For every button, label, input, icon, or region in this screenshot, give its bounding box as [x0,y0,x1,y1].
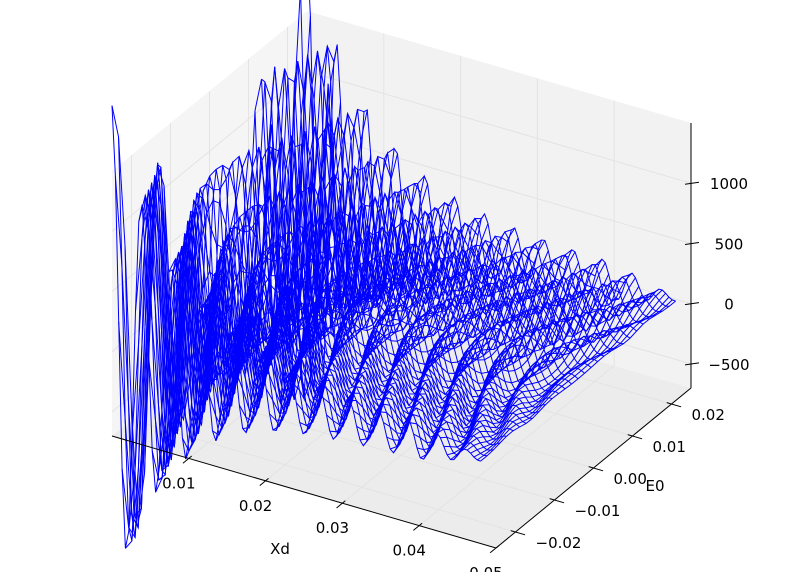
wire-line-y [473,296,670,458]
wire-line-y [420,289,616,459]
z-gridline [111,130,692,292]
wire-line-y [275,230,472,431]
wire-line-y [446,294,643,456]
y-tick [549,498,565,504]
wire-line-y [477,299,673,461]
wire-line-y [356,266,553,433]
x-tick [489,545,500,554]
x-axis-label: Xd [270,540,290,558]
y-tick-label: 0.01 [653,438,686,456]
z-tick [684,362,700,366]
z-tick [684,181,700,185]
wire-line-y [393,275,589,454]
wire-line-y [362,266,559,447]
x-tick [259,478,269,486]
y-tick [627,434,643,440]
wire-line-y [332,256,529,440]
wire-line-y [329,259,526,433]
wire-line-y [242,218,439,430]
wire-line-y [141,44,338,467]
y-axis-label: E0 [645,477,664,495]
y-tick [588,466,604,472]
wire-line-y [175,154,372,439]
wire-line-y [299,248,496,426]
wire-line-y [386,276,583,441]
z-tick [684,241,700,245]
x-tick-label: 0.02 [239,497,272,515]
wire-line-y [151,126,348,481]
z-tick-label: −500 [708,356,749,374]
wire-line-y [413,273,610,444]
wire-line-y [168,108,365,427]
wire-line-y [390,280,586,450]
tick-marks [182,181,700,554]
y-tick-label: −0.02 [536,534,582,552]
wire-line-y [433,274,629,436]
wire-line-y [423,286,619,460]
y-tick-label: 0.02 [692,406,725,424]
y-tick-label: 0.00 [614,470,647,488]
x-tick-label: 0.03 [316,519,349,537]
wire-line-y [302,246,499,435]
y-tick [666,402,682,408]
y-tick-label: −0.01 [575,502,621,520]
wire-line-y [212,195,408,436]
x-tick [182,455,193,464]
wire-line-y [181,167,378,453]
wire-line-y [114,16,311,517]
y-tick [510,530,526,536]
wire-line-y [188,166,385,439]
x-tick-label: 0.04 [392,542,425,560]
wire-line-y [450,299,646,460]
z-tick-label: 1000 [710,175,748,193]
x-tick [336,500,346,509]
z-tick-label: 500 [715,235,744,253]
wire-line-y [359,270,556,441]
wire-line-y [272,236,469,431]
wire-line-y [238,221,435,423]
wire-line-y [279,226,476,417]
x-gridline [418,100,615,526]
tick-labels: 0.01 0.02 0.03 0.04 0.05 −0.02 −0.01 0.00 0.01 0.… [162,175,750,577]
x-tick [413,522,423,531]
wire-line-y [456,295,653,457]
z-tick-label: 0 [724,296,734,314]
x-tick-label: 0.05 [469,564,502,572]
wire-line-y [259,196,455,406]
wire-line-y [416,287,613,451]
z-tick [684,302,700,306]
wire-line-y [453,299,649,460]
x-tick-label: 0.01 [162,474,195,492]
wire-line-y [480,300,676,462]
wireframe-surface [111,0,676,549]
wire-line-y [121,68,318,540]
wire-line-y [269,235,465,421]
x-axis-line [111,435,497,549]
wire-line-y [248,210,445,417]
wire-line-y [111,0,301,522]
wire-line-y [460,291,656,453]
wire-line-y [339,251,536,425]
